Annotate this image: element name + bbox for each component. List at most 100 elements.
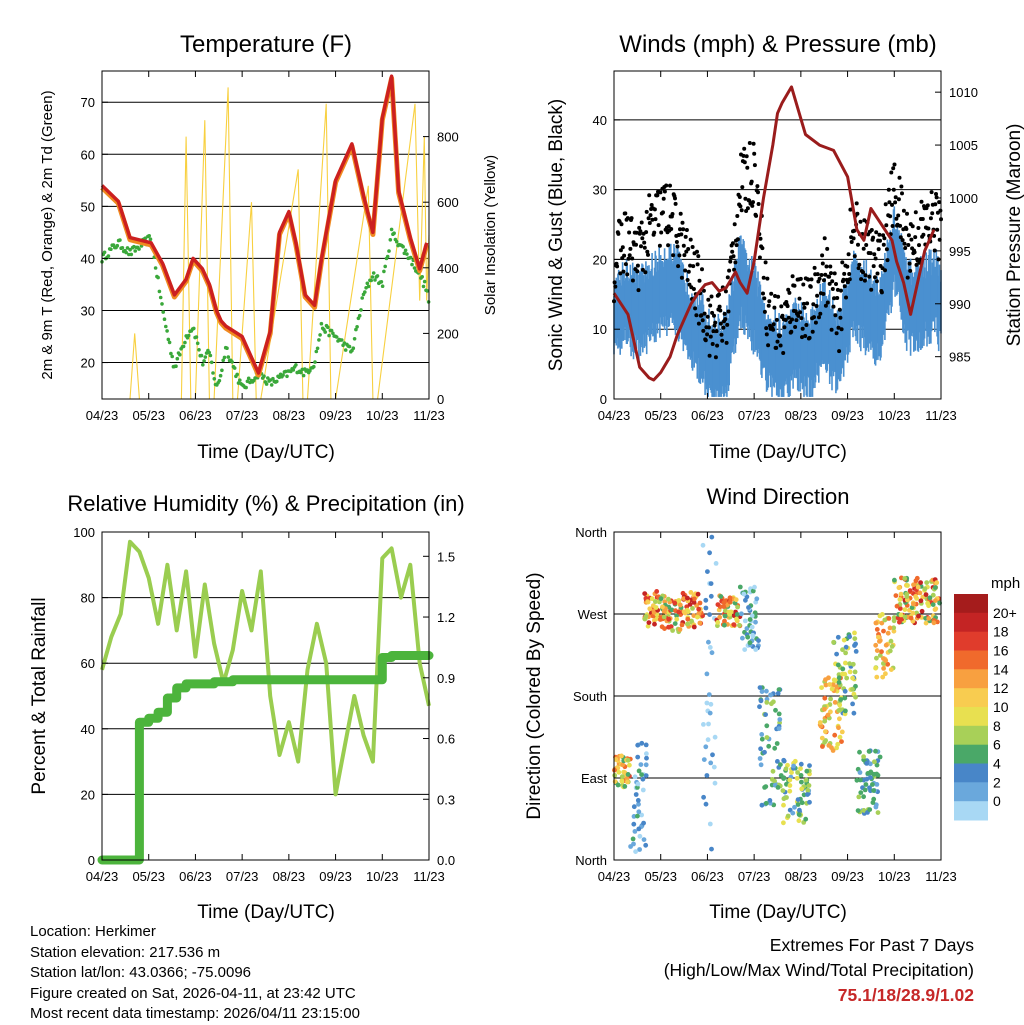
colorbar-label: 20+ [993, 605, 1017, 621]
dewpoint-point [161, 310, 165, 314]
gust-point [752, 163, 757, 168]
gust-point [807, 335, 812, 340]
direction-point [747, 640, 753, 646]
gust-point [871, 264, 876, 269]
gust-point [772, 305, 777, 310]
direction-point [902, 614, 908, 620]
direction-point [852, 630, 857, 636]
direction-point [636, 809, 642, 815]
gust-point [643, 270, 648, 275]
gust-point [646, 252, 650, 257]
direction-point [756, 638, 761, 643]
direction-point [847, 661, 852, 667]
direction-point [853, 649, 859, 654]
dewpoint-point [174, 364, 178, 369]
dewpoint-point [125, 246, 130, 250]
gust-point [806, 277, 811, 282]
gust-point [876, 247, 881, 252]
direction-point [898, 612, 904, 618]
colorbar-swatch [954, 782, 988, 802]
direction-point [794, 775, 800, 781]
gust-point [900, 191, 904, 196]
gust-point [712, 313, 716, 318]
dewpoint-point [383, 264, 388, 269]
direction-point [752, 584, 757, 590]
direction-point [710, 752, 715, 758]
gust-point [936, 257, 941, 262]
x-tick-label: 04/23 [86, 408, 119, 423]
colorbar-label: 4 [993, 756, 1001, 772]
gust-point [778, 343, 783, 348]
gust-point [857, 262, 862, 267]
direction-point [868, 761, 873, 767]
direction-point [806, 783, 812, 788]
x-tick-label: 10/23 [366, 408, 399, 423]
dewpoint-point [366, 284, 371, 289]
direction-point [839, 739, 844, 744]
direction-point [706, 721, 711, 727]
direction-point [652, 618, 657, 623]
dewpoint-point [375, 274, 380, 278]
direction-point [749, 624, 755, 630]
gust-point [685, 278, 690, 282]
direction-point [817, 720, 823, 725]
direction-point [822, 695, 828, 701]
gust-point [785, 304, 790, 309]
dewpoint-point [380, 284, 385, 289]
x-tick-label: 08/23 [785, 408, 818, 423]
dewpoint-point [408, 255, 413, 260]
temperature-title: Temperature (F) [180, 31, 352, 58]
gust-point [938, 208, 943, 213]
gust-point [778, 333, 782, 338]
direction-point [622, 784, 628, 789]
direction-point [923, 620, 929, 626]
direction-point [636, 826, 642, 832]
dewpoint-point [401, 244, 405, 249]
direction-point [758, 762, 764, 768]
gust-point [747, 141, 752, 145]
gust-point [722, 311, 727, 316]
y-tick-label: East [581, 771, 607, 786]
gust-point [763, 260, 768, 265]
direction-point [868, 775, 873, 780]
direction-point [715, 602, 721, 607]
gust-point [893, 200, 898, 205]
gust-point [894, 216, 899, 221]
gust-point [827, 274, 832, 279]
relative-humidity-line [100, 539, 431, 797]
gust-point [776, 294, 781, 299]
y2-tick-label: 0 [437, 392, 444, 407]
dewpoint-point [363, 290, 367, 294]
direction-point [832, 732, 838, 738]
y-tick-label: 30 [81, 303, 95, 318]
dewpoint-point [343, 348, 348, 352]
direction-point [639, 772, 644, 777]
gust-point [813, 320, 818, 325]
dewpoint-point [352, 337, 357, 341]
direction-point [642, 616, 648, 622]
direction-point [658, 596, 664, 602]
gust-point [642, 245, 647, 250]
gust-point [661, 210, 665, 215]
direction-point [839, 729, 845, 735]
gust-point [877, 232, 882, 237]
gust-point [789, 329, 794, 334]
y2-tick-label: 1010 [949, 85, 978, 100]
gust-point [668, 183, 672, 188]
direction-point [773, 707, 778, 713]
y-tick-label: 40 [81, 722, 95, 737]
gust-point [830, 287, 835, 291]
direction-point [895, 615, 901, 621]
gust-point [754, 213, 759, 218]
direction-point [764, 735, 770, 740]
gust-point [882, 236, 887, 241]
direction-point [776, 687, 782, 692]
dewpoint-point [167, 340, 172, 345]
gust-point [650, 217, 655, 222]
direction-point [875, 810, 881, 815]
dewpoint-point [412, 266, 417, 270]
direction-point [677, 627, 683, 632]
direction-point [703, 801, 709, 807]
direction-point [758, 698, 764, 704]
station-location: Location: Herkimer [30, 923, 156, 940]
